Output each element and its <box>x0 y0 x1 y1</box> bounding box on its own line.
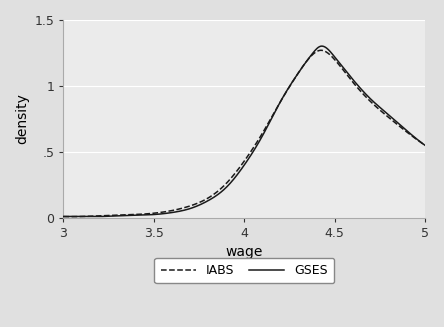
GSES <box>319 44 325 48</box>
IABS <box>274 106 280 110</box>
GSES <box>274 106 280 110</box>
GSES <box>334 58 340 62</box>
GSES <box>61 215 66 218</box>
IABS <box>303 61 308 65</box>
Line: IABS: IABS <box>63 50 425 217</box>
IABS <box>61 215 66 218</box>
IABS <box>225 180 230 184</box>
GSES <box>155 212 160 216</box>
IABS <box>69 215 75 219</box>
Y-axis label: density: density <box>15 94 29 144</box>
X-axis label: wage: wage <box>226 245 263 259</box>
IABS <box>318 48 324 52</box>
GSES <box>225 184 230 188</box>
IABS <box>334 60 340 64</box>
IABS <box>422 143 428 147</box>
GSES <box>422 143 428 147</box>
Line: GSES: GSES <box>63 46 425 216</box>
GSES <box>303 61 308 65</box>
GSES <box>89 215 95 218</box>
Legend: IABS, GSES: IABS, GSES <box>155 258 334 283</box>
GSES <box>125 214 131 217</box>
IABS <box>155 211 160 215</box>
IABS <box>125 213 131 217</box>
